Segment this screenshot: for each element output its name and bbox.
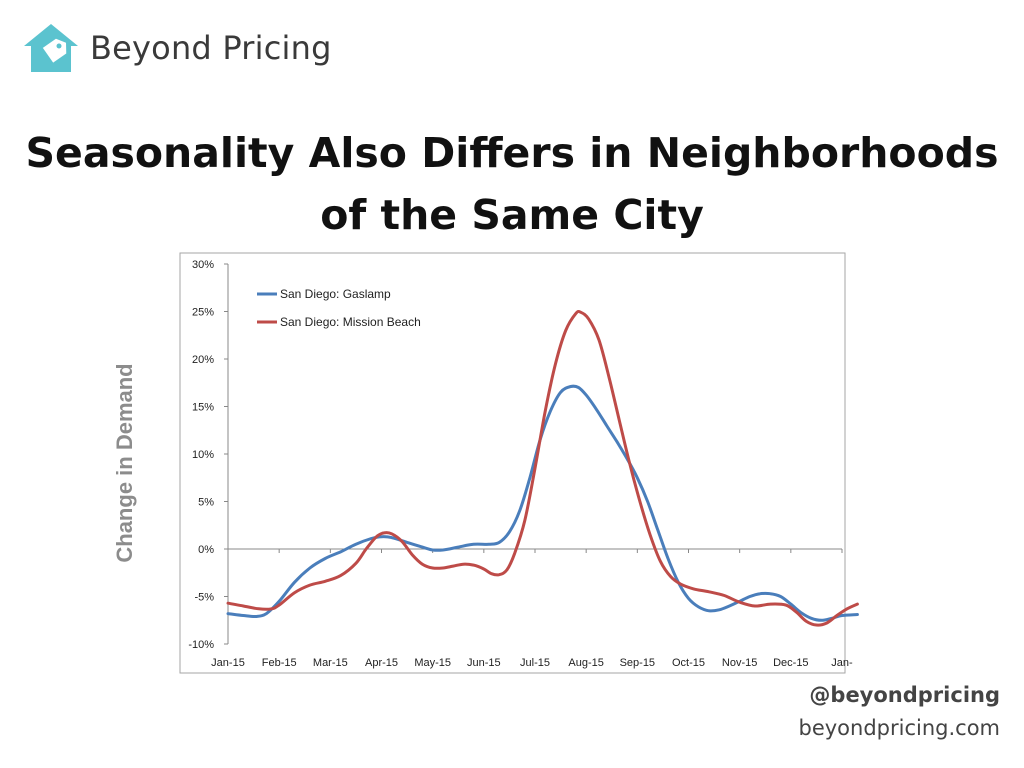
y-tick-label: 0%	[198, 544, 214, 556]
series-line-1	[226, 384, 859, 622]
brand-logo: Beyond Pricing	[22, 22, 332, 74]
legend-label-2: San Diego: Mission Beach	[280, 315, 421, 329]
x-tick-label: Feb-15	[262, 657, 297, 669]
website-url: beyondpricing.com	[798, 716, 1000, 740]
x-tick-label: Apr-15	[365, 657, 398, 669]
x-tick-label: Aug-15	[568, 657, 603, 669]
x-tick-label: Oct-15	[672, 657, 705, 669]
x-tick-label: Sep-15	[620, 657, 655, 669]
twitter-handle: @beyondpricing	[809, 683, 1000, 707]
house-tag-icon	[24, 24, 78, 72]
y-tick-label: 15%	[192, 402, 214, 414]
x-tick-label: Mar-15	[313, 657, 348, 669]
legend-label-1: San Diego: Gaslamp	[280, 287, 391, 301]
slide-title-line-1: Seasonality Also Differs in Neighborhood…	[25, 129, 999, 177]
x-tick-label: Jun-15	[467, 657, 501, 669]
x-tick-label: Jul-15	[520, 657, 550, 669]
y-tick-label: 10%	[192, 449, 214, 461]
slide-title-line-2: of the Same City	[320, 191, 704, 239]
y-tick-label: 20%	[192, 354, 214, 366]
x-tick-label: Dec-15	[773, 657, 808, 669]
y-tick-label: -5%	[194, 592, 214, 604]
y-tick-label: 30%	[192, 259, 214, 271]
y-tick-label: 5%	[198, 497, 214, 509]
series-line-2	[226, 309, 859, 627]
y-tick-label: 25%	[192, 307, 214, 319]
y-tick-label: -10%	[188, 639, 214, 651]
x-tick-label: Jan-	[831, 657, 853, 669]
brand-name: Beyond Pricing	[90, 29, 332, 67]
slide-title: Seasonality Also Differs in Neighborhood…	[0, 122, 1024, 246]
x-tick-label: Nov-15	[722, 657, 757, 669]
x-tick-label: Jan-15	[211, 657, 245, 669]
x-tick-label: May-15	[414, 657, 451, 669]
